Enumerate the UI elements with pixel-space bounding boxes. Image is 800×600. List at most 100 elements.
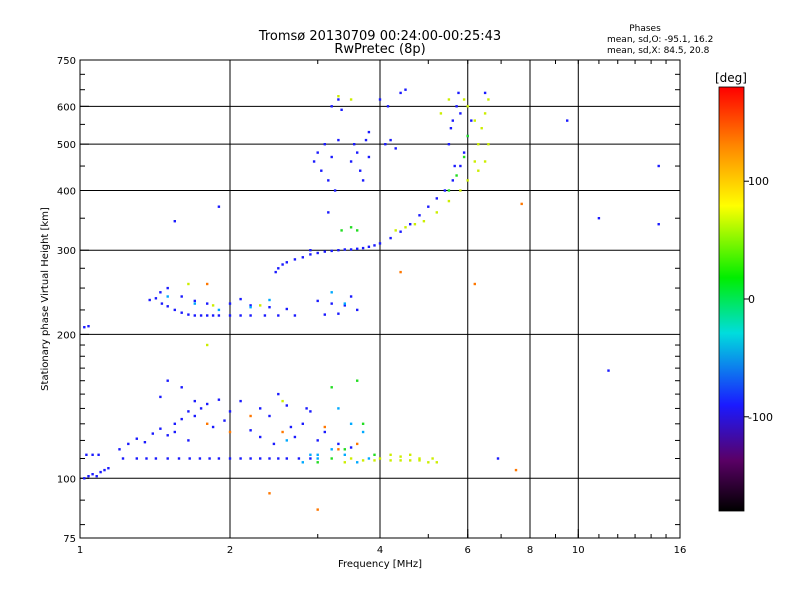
data-point xyxy=(597,217,601,220)
data-point xyxy=(394,229,397,232)
data-point xyxy=(309,453,312,456)
data-point xyxy=(159,395,162,399)
data-point xyxy=(289,425,293,429)
data-point xyxy=(340,108,343,111)
data-point xyxy=(496,457,500,460)
data-point xyxy=(206,422,209,425)
data-point xyxy=(356,308,359,312)
data-point xyxy=(148,298,151,302)
data-point xyxy=(520,202,523,206)
colorbar xyxy=(718,86,745,512)
data-point xyxy=(435,211,438,214)
data-point xyxy=(462,155,466,159)
data-point xyxy=(268,492,271,495)
data-point xyxy=(343,448,346,451)
axis-ticks: 1 2 4 6 8 10 16 750 600 500 400 300 200 100 75 xyxy=(57,56,686,556)
data-point xyxy=(337,442,340,446)
data-point xyxy=(356,229,359,232)
data-point xyxy=(166,457,169,460)
data-point xyxy=(135,457,138,460)
data-point xyxy=(473,119,476,122)
data-point xyxy=(607,369,610,372)
data-point xyxy=(367,245,371,248)
data-point xyxy=(333,189,337,192)
data-point xyxy=(277,392,280,396)
data-point xyxy=(316,251,319,255)
data-point xyxy=(99,470,102,474)
y-tick-label: 500 xyxy=(57,140,76,151)
data-point xyxy=(173,308,176,312)
data-point xyxy=(483,112,487,115)
data-point xyxy=(356,461,359,464)
data-point xyxy=(343,248,346,251)
data-point xyxy=(457,91,460,95)
stats-heading: Phases xyxy=(629,24,661,34)
data-point xyxy=(285,457,288,460)
data-point xyxy=(327,211,330,214)
data-point xyxy=(404,226,407,229)
data-point xyxy=(166,305,169,308)
data-point xyxy=(208,457,211,460)
data-point xyxy=(330,386,333,389)
data-point xyxy=(364,138,368,142)
data-point xyxy=(121,457,125,460)
data-point xyxy=(281,430,284,434)
data-point xyxy=(349,457,353,460)
data-point xyxy=(389,236,392,240)
data-point xyxy=(439,112,443,115)
data-point xyxy=(361,179,365,182)
data-point xyxy=(206,314,209,317)
data-point xyxy=(453,164,456,168)
data-points xyxy=(83,88,660,511)
stats-line-x: mean, sd,X: 84.5, 20.8 xyxy=(607,46,710,56)
data-point xyxy=(349,422,353,425)
data-point xyxy=(211,314,215,317)
data-point xyxy=(217,205,221,208)
data-point xyxy=(223,419,226,422)
data-point xyxy=(473,282,476,286)
data-point xyxy=(462,151,466,154)
data-point xyxy=(263,314,267,317)
chart-title: Tromsø 20130709 00:24:00-00:25:43 xyxy=(258,29,501,44)
data-point xyxy=(459,164,462,168)
data-point xyxy=(418,459,421,462)
data-point xyxy=(259,457,262,460)
data-point xyxy=(272,442,276,446)
data-point xyxy=(330,249,333,253)
data-point xyxy=(349,295,353,298)
data-point xyxy=(274,270,277,274)
y-tick-label: 200 xyxy=(57,330,76,341)
data-point xyxy=(103,468,106,472)
data-point xyxy=(206,302,209,305)
data-point xyxy=(249,306,252,309)
data-point xyxy=(187,410,190,413)
data-point xyxy=(239,399,242,403)
data-point xyxy=(330,448,333,451)
data-point xyxy=(154,457,158,460)
data-point xyxy=(193,302,196,305)
data-point xyxy=(228,314,232,317)
data-point xyxy=(180,295,183,298)
data-point xyxy=(330,457,333,460)
data-point xyxy=(349,98,353,101)
stats-line-o: mean, sd,O: -95.1, 16.2 xyxy=(607,35,713,45)
data-point xyxy=(384,143,387,146)
data-point xyxy=(480,127,483,130)
data-point xyxy=(427,205,430,208)
data-point xyxy=(418,457,421,460)
data-point xyxy=(470,119,473,122)
colorbar-tick-label: 0 xyxy=(748,293,755,306)
data-point xyxy=(305,407,308,410)
data-point xyxy=(293,258,297,261)
data-point xyxy=(409,223,412,226)
data-point xyxy=(378,457,382,460)
x-tick-label: 4 xyxy=(377,545,383,556)
data-point xyxy=(173,422,176,425)
data-point xyxy=(323,313,326,316)
data-point xyxy=(154,297,158,300)
data-point xyxy=(367,130,371,134)
data-point xyxy=(389,138,392,142)
data-point xyxy=(166,286,169,290)
data-point xyxy=(337,249,340,252)
data-point xyxy=(159,291,162,294)
